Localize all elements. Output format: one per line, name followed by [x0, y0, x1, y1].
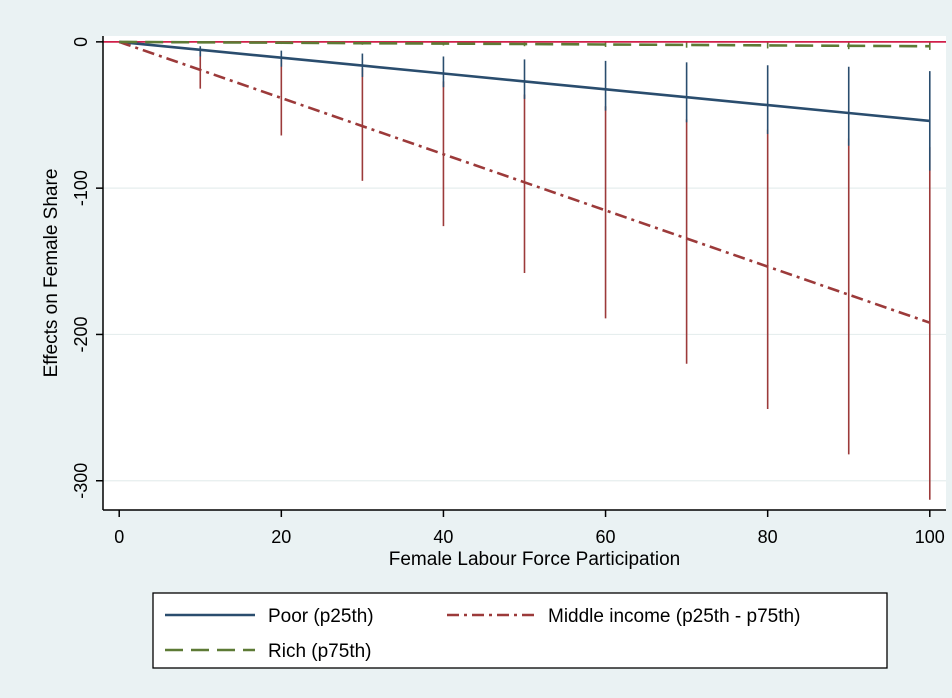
y-tick-label: 0 [71, 37, 91, 47]
series-line [118, 40, 931, 324]
y-axis-title: Effects on Female Share [41, 169, 62, 378]
x-tick-label: 80 [758, 527, 778, 547]
y-tick-label: -300 [71, 463, 91, 499]
legend-label: Middle income (p25th - p75th) [548, 606, 800, 627]
x-tick-label: 0 [114, 527, 124, 547]
series-line [119, 40, 930, 48]
y-tick-label: -200 [71, 316, 91, 352]
x-tick-label: 20 [271, 527, 291, 547]
y-tick-label: -100 [71, 170, 91, 206]
legend-label: Rich (p75th) [268, 641, 372, 662]
x-axis-title: Female Labour Force Participation [389, 549, 680, 570]
x-tick-label: 100 [915, 527, 945, 547]
legend-box [152, 592, 888, 669]
x-tick-label: 40 [433, 527, 453, 547]
legend-label: Poor (p25th) [268, 606, 374, 627]
series-line [119, 40, 930, 123]
x-tick-label: 60 [596, 527, 616, 547]
